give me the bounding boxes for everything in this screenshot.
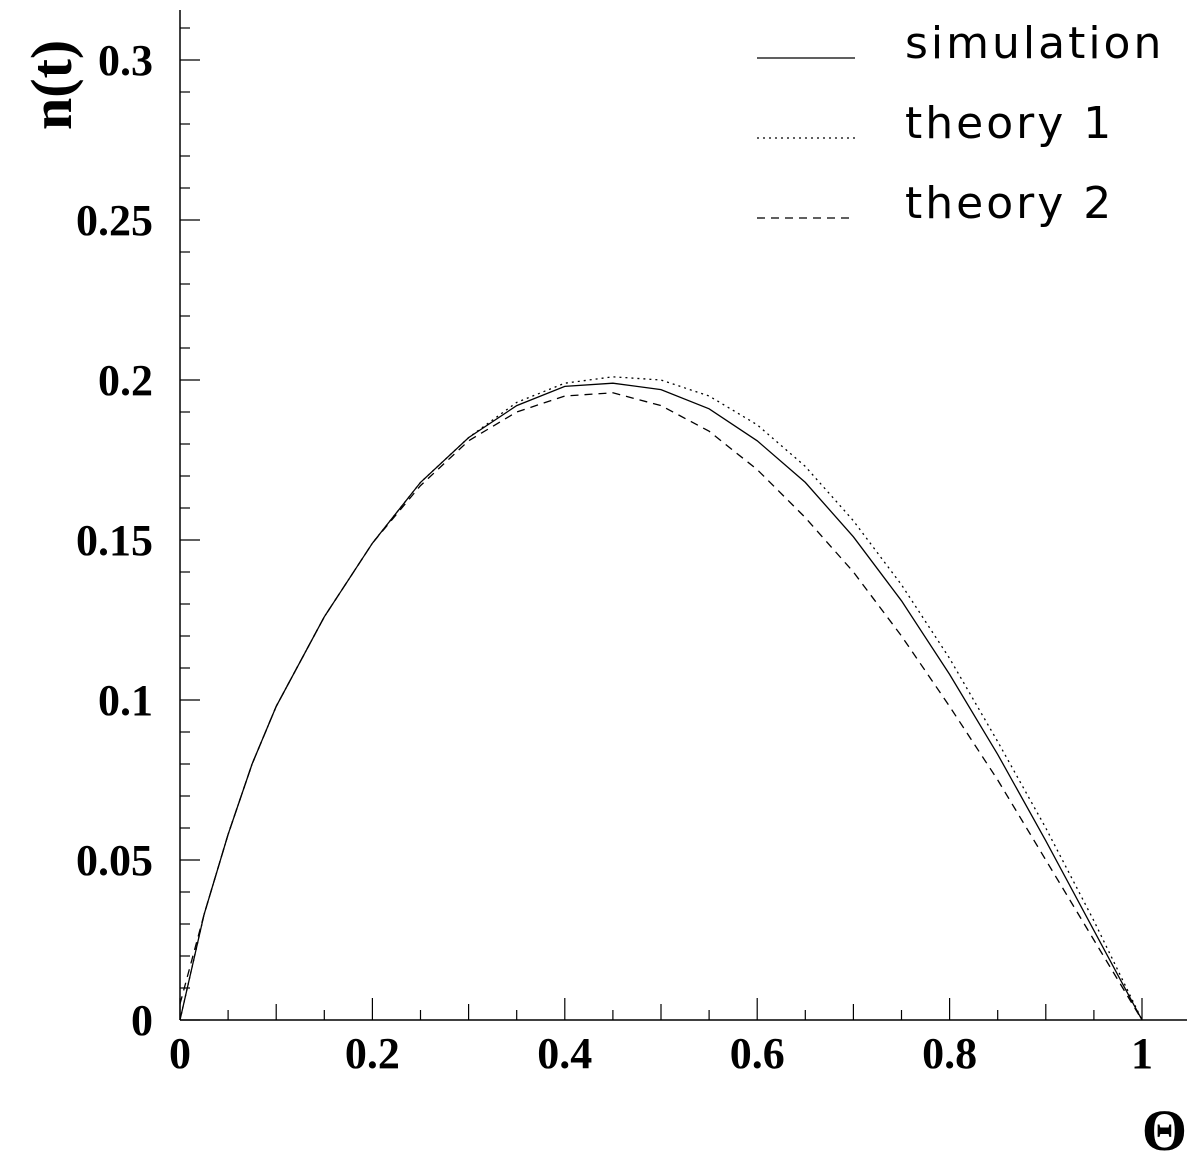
y-axis-title: n(t) <box>19 40 84 130</box>
x-tick-label: 0.8 <box>922 1029 977 1078</box>
plot-frame <box>179 10 1187 1021</box>
series-line-theory-2 <box>179 392 1143 1021</box>
y-tick-label: 0.25 <box>76 196 153 245</box>
legend-label: simulation <box>905 18 1164 69</box>
x-tick-label: 1 <box>1131 1029 1153 1078</box>
y-tick-label: 0.1 <box>98 676 153 725</box>
x-axis-title: Θ <box>1142 1098 1187 1158</box>
series-line-theory-1 <box>179 376 1143 1021</box>
axis-ticks <box>179 27 1143 1021</box>
x-tick-label: 0 <box>169 1029 191 1078</box>
x-tick-label: 0.6 <box>730 1029 785 1078</box>
tick-labels: 0 0.2 0.4 0.6 0.8 1 0 0.05 0.1 0.15 0.2 0.25 0.3 <box>76 36 1153 1078</box>
y-tick-label: 0.05 <box>76 836 153 885</box>
x-tick-label: 0.4 <box>537 1029 592 1078</box>
y-tick-label: 0.3 <box>98 36 153 85</box>
legend: simulation theory 1 theory 2 <box>757 18 1164 229</box>
x-tick-label: 0.2 <box>345 1029 400 1078</box>
legend-label: theory 1 <box>905 98 1114 149</box>
series-lines <box>179 376 1143 1021</box>
legend-label: theory 2 <box>905 178 1114 229</box>
series-line-simulation <box>179 382 1143 1021</box>
y-tick-label: 0 <box>131 996 153 1045</box>
y-tick-label: 0.15 <box>76 516 153 565</box>
y-tick-label: 0.2 <box>98 356 153 405</box>
